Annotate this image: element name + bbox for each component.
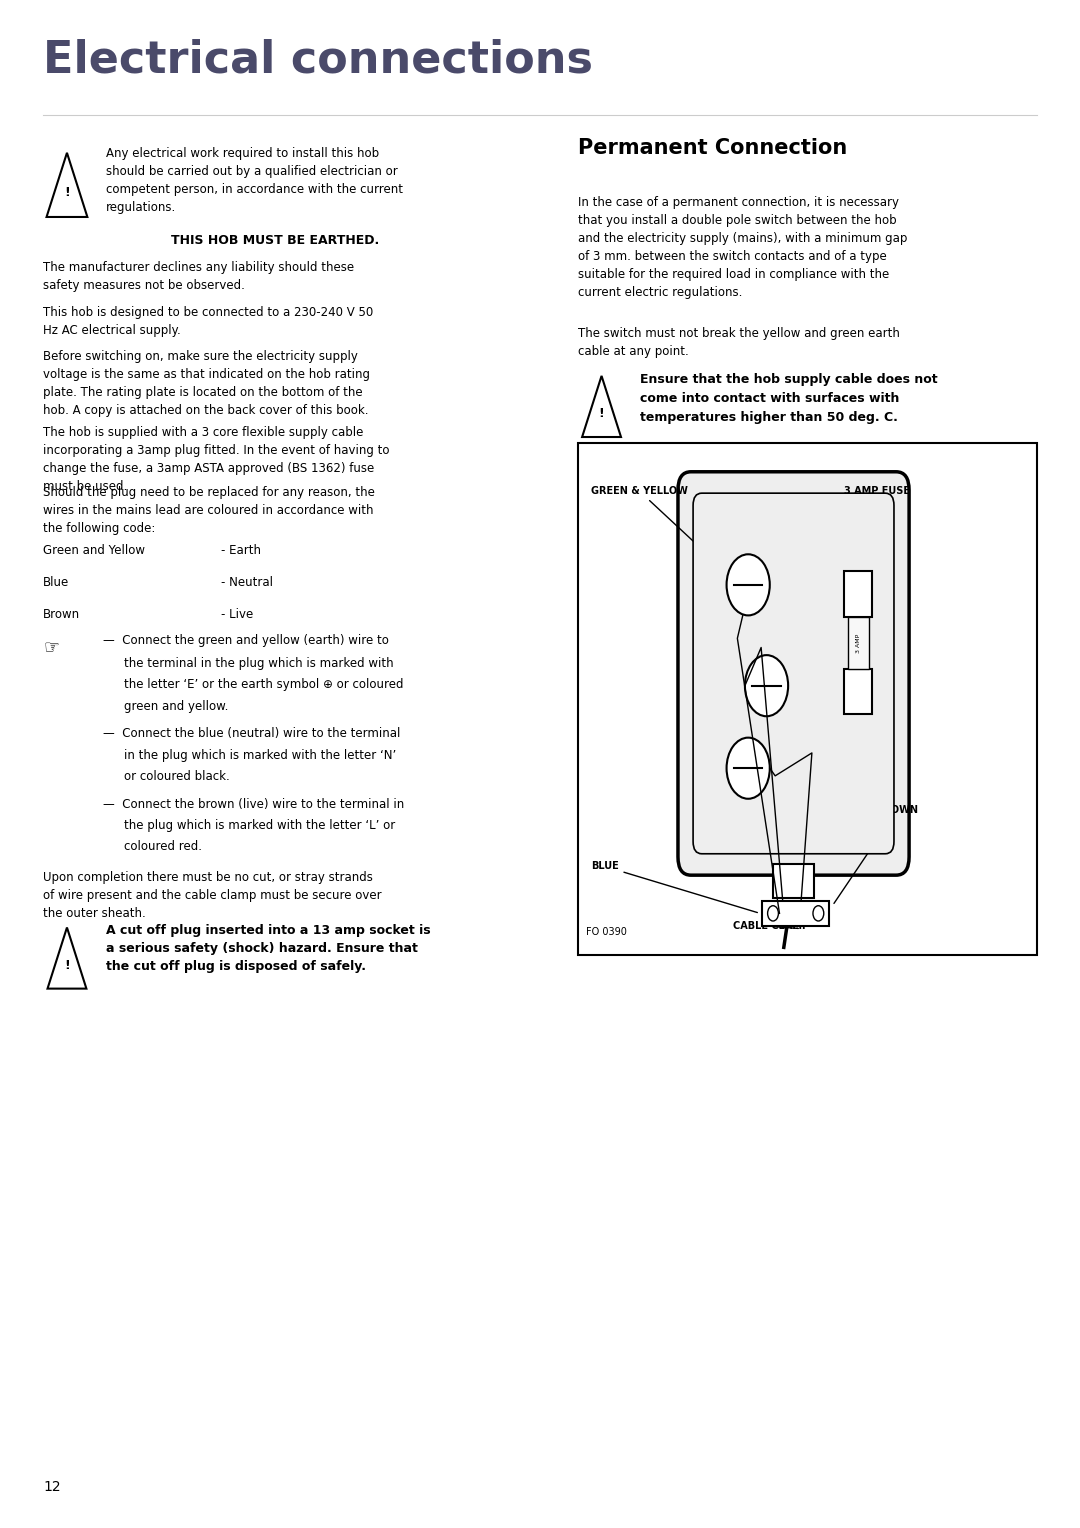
Text: THIS HOB MUST BE EARTHED.: THIS HOB MUST BE EARTHED. [172, 234, 379, 248]
Text: GREEN & YELLOW: GREEN & YELLOW [591, 486, 730, 576]
Text: - Earth: - Earth [221, 544, 261, 558]
Text: Permanent Connection: Permanent Connection [578, 138, 847, 157]
Text: Before switching on, make sure the electricity supply
voltage is the same as tha: Before switching on, make sure the elect… [43, 350, 370, 417]
Circle shape [727, 555, 770, 616]
Text: 12: 12 [43, 1481, 60, 1494]
Text: the terminal in the plug which is marked with: the terminal in the plug which is marked… [124, 657, 394, 671]
Bar [848, 617, 869, 669]
Text: !: ! [598, 408, 605, 420]
Text: FO 0390: FO 0390 [586, 926, 627, 937]
Circle shape [745, 656, 788, 717]
Text: - Live: - Live [221, 608, 254, 622]
Text: —  Connect the green and yellow (earth) wire to: — Connect the green and yellow (earth) w… [103, 634, 389, 648]
Bar [773, 865, 814, 898]
Bar [845, 571, 873, 617]
Text: The hob is supplied with a 3 core flexible supply cable
incorporating a 3amp plu: The hob is supplied with a 3 core flexib… [43, 426, 390, 494]
Text: the letter ‘E’ or the earth symbol ⊕ or coloured: the letter ‘E’ or the earth symbol ⊕ or … [124, 678, 404, 692]
Text: Any electrical work required to install this hob
should be carried out by a qual: Any electrical work required to install … [106, 147, 403, 214]
Text: ☞: ☞ [43, 639, 59, 657]
Text: A cut off plug inserted into a 13 amp socket is
a serious safety (shock) hazard.: A cut off plug inserted into a 13 amp so… [106, 924, 431, 973]
Text: !: ! [64, 960, 70, 972]
Text: This hob is designed to be connected to a 230-240 V 50
Hz AC electrical supply.: This hob is designed to be connected to … [43, 306, 374, 336]
Text: the plug which is marked with the letter ‘L’ or: the plug which is marked with the letter… [124, 819, 395, 833]
Text: BLUE: BLUE [591, 862, 757, 912]
Text: Green and Yellow: Green and Yellow [43, 544, 145, 558]
Text: The switch must not break the yellow and green earth
cable at any point.: The switch must not break the yellow and… [578, 327, 900, 358]
Text: Ensure that the hob supply cable does not
come into contact with surfaces with
t: Ensure that the hob supply cable does no… [640, 373, 939, 423]
Circle shape [727, 738, 770, 799]
Bar [845, 669, 873, 715]
Text: —  Connect the brown (live) wire to the terminal in: — Connect the brown (live) wire to the t… [103, 798, 404, 811]
Text: CABLE CLAMP: CABLE CLAMP [732, 921, 809, 932]
Text: green and yellow.: green and yellow. [124, 700, 229, 714]
Text: Electrical connections: Electrical connections [43, 38, 593, 81]
Text: —  Connect the blue (neutral) wire to the terminal: — Connect the blue (neutral) wire to the… [103, 727, 400, 741]
Text: Upon completion there must be no cut, or stray strands
of wire present and the c: Upon completion there must be no cut, or… [43, 871, 382, 920]
Text: or coloured black.: or coloured black. [124, 770, 230, 784]
FancyBboxPatch shape [693, 494, 894, 854]
Text: In the case of a permanent connection, it is necessary
that you install a double: In the case of a permanent connection, i… [578, 196, 907, 298]
Bar [578, 443, 1037, 955]
Circle shape [768, 906, 779, 921]
Circle shape [813, 906, 824, 921]
Text: !: ! [64, 186, 70, 199]
Text: Should the plug need to be replaced for any reason, the
wires in the mains lead : Should the plug need to be replaced for … [43, 486, 375, 535]
Text: Brown: Brown [43, 608, 80, 622]
Text: The manufacturer declines any liability should these
safety measures not be obse: The manufacturer declines any liability … [43, 261, 354, 292]
Text: - Neutral: - Neutral [221, 576, 273, 590]
Text: in the plug which is marked with the letter ‘N’: in the plug which is marked with the let… [124, 749, 396, 762]
Text: BROWN: BROWN [834, 805, 918, 903]
Text: coloured red.: coloured red. [124, 840, 202, 854]
Text: Blue: Blue [43, 576, 69, 590]
FancyBboxPatch shape [678, 472, 909, 876]
Bar [762, 902, 829, 926]
Text: 3 AMP: 3 AMP [855, 633, 861, 652]
Text: 3 AMP FUSE: 3 AMP FUSE [845, 486, 910, 601]
